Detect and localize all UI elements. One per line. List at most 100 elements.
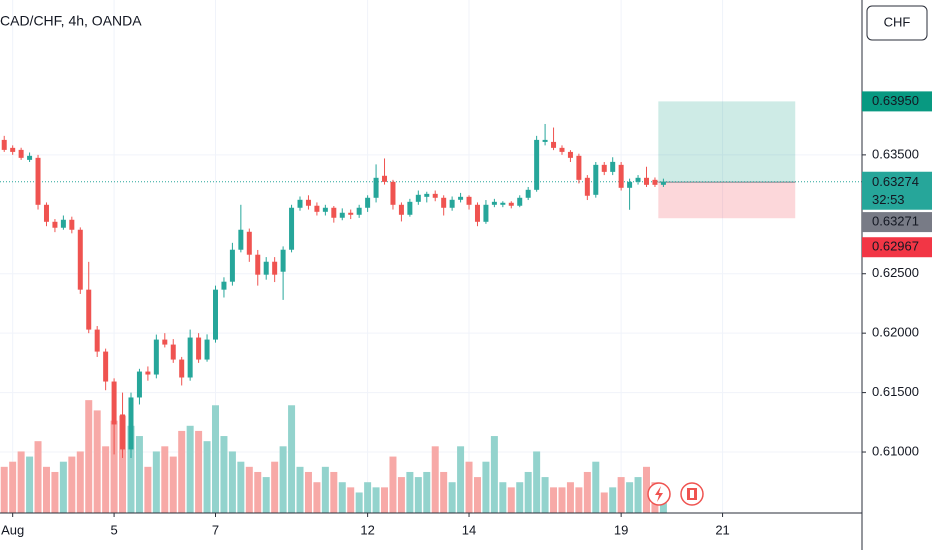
axes: 0.63500 0.62500 0.62000 0.61500 0.61000 Aug 5 7…	[1, 91, 932, 537]
candle-body	[238, 229, 244, 250]
x-tick-label: 12	[360, 522, 374, 537]
volume	[0, 400, 667, 513]
candle-body	[86, 289, 92, 330]
volume-bar	[490, 436, 498, 513]
candle-body	[94, 329, 100, 352]
volume-bar	[85, 400, 93, 513]
candle-body	[339, 212, 345, 218]
candle-body	[196, 337, 202, 360]
candle-body	[136, 371, 142, 398]
price-label: 0.63271	[872, 214, 919, 229]
volume-bar	[414, 477, 422, 513]
volume-bar	[448, 482, 456, 513]
volume-bar	[558, 487, 566, 513]
candle-body	[128, 397, 134, 450]
volume-bar	[42, 466, 50, 513]
x-tick-label: 7	[212, 522, 219, 537]
volume-bar	[465, 461, 473, 513]
volume-bar	[296, 466, 304, 513]
candle-body	[567, 151, 573, 158]
volume-bar	[279, 446, 287, 513]
volume-bar	[533, 451, 541, 513]
candle-body	[221, 281, 227, 290]
candle-body	[483, 204, 489, 222]
candle-body	[52, 221, 58, 228]
candle-body	[601, 164, 607, 172]
volume-bar	[473, 477, 481, 513]
candle-body	[331, 207, 337, 218]
price-label-bg	[862, 91, 932, 112]
volume-bar	[68, 456, 76, 513]
volume-bar	[212, 405, 219, 513]
currency-label[interactable]: CHF	[884, 14, 911, 29]
volume-bar	[313, 482, 321, 513]
volume-bar	[330, 471, 338, 513]
volume-bar	[507, 487, 515, 513]
volume-bar	[321, 466, 329, 513]
volume-bar	[110, 420, 118, 513]
volume-bar	[541, 477, 549, 513]
candle-body	[43, 204, 49, 222]
volume-bar	[228, 451, 236, 513]
y-tick-label: 0.61000	[872, 443, 919, 458]
volume-bar	[406, 471, 414, 513]
candle-body	[517, 197, 523, 206]
volume-bar	[127, 425, 135, 513]
candle-body	[289, 207, 295, 250]
volume-bar	[372, 487, 380, 513]
candle-body	[382, 175, 388, 182]
candle-body	[213, 289, 218, 340]
candle-body	[432, 193, 438, 198]
volume-bar	[144, 466, 152, 513]
volume-bar	[186, 425, 194, 513]
candles	[1, 123, 666, 458]
volume-bar	[440, 471, 448, 513]
volume-bar	[431, 446, 439, 513]
candle-body	[170, 344, 176, 360]
volume-bar	[643, 466, 650, 513]
volume-bar	[93, 410, 101, 513]
candle-body	[204, 339, 210, 360]
volume-bar	[152, 451, 160, 513]
volume-bar	[659, 502, 667, 513]
loss-zone	[658, 182, 796, 219]
volume-bar	[397, 477, 405, 513]
candle-body	[576, 155, 582, 180]
currency-button[interactable]	[866, 5, 928, 41]
candle-body	[35, 157, 41, 205]
candle-body	[314, 205, 320, 212]
candle-body	[373, 177, 379, 198]
candle-body	[441, 197, 447, 208]
candle-body	[390, 181, 396, 205]
volume-bar	[482, 461, 490, 513]
volume-bar	[626, 482, 634, 513]
candle-body	[584, 177, 590, 196]
y-tick-label: 0.62500	[872, 265, 919, 280]
volume-bar	[271, 461, 279, 513]
candle-body	[305, 199, 311, 206]
candle-body	[449, 199, 455, 208]
candle-body	[365, 197, 371, 208]
candle-body	[500, 202, 506, 205]
candle-body	[280, 249, 286, 272]
candle-body	[466, 196, 472, 205]
candle-body	[69, 219, 75, 230]
volume-bar	[262, 477, 270, 513]
volume-bar	[9, 461, 17, 513]
volume-bar	[288, 405, 296, 513]
candle-body	[229, 249, 235, 282]
volume-bar	[550, 487, 558, 513]
y-tick-label: 0.61500	[872, 384, 919, 399]
candle-body	[356, 207, 362, 215]
volume-bar	[338, 482, 346, 513]
price-label-bg	[862, 212, 932, 233]
candle-body	[610, 161, 616, 172]
candle-body	[458, 196, 464, 200]
candle-body	[111, 381, 117, 425]
candle-body	[407, 201, 413, 215]
x-tick-label: 14	[462, 522, 476, 537]
volume-bar	[423, 471, 431, 513]
volume-bar	[59, 461, 67, 513]
